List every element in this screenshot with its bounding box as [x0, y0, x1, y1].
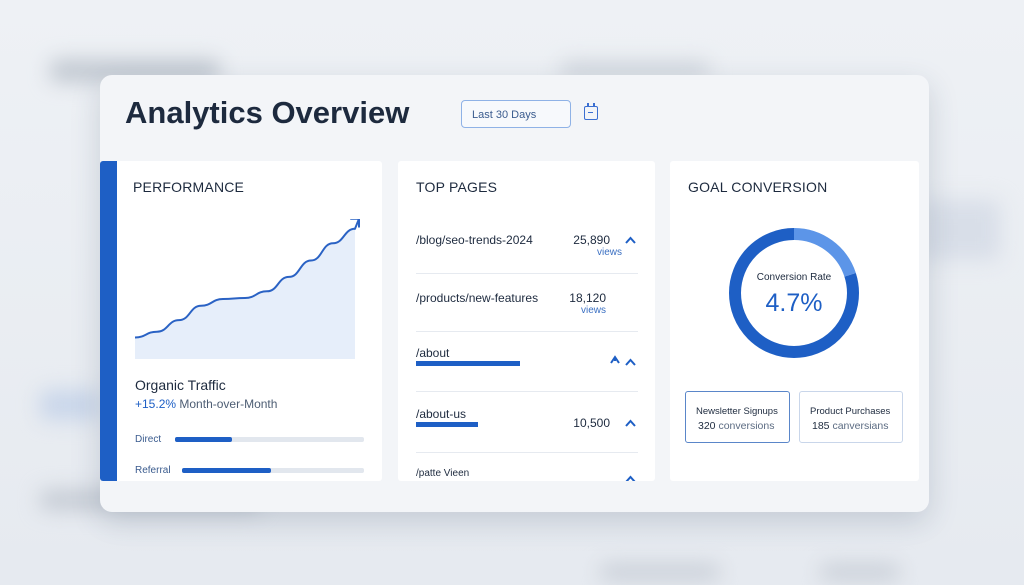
page-row[interactable]: /blog/seo-trends-2024 25,890 views — [416, 233, 638, 274]
row-divider — [416, 452, 638, 453]
stat-label: Product Purchases — [810, 406, 891, 417]
growth-label: Month-over-Month — [179, 397, 278, 411]
views-label: views — [596, 247, 622, 258]
conversion-rate-label: Conversion Rate — [756, 272, 832, 283]
source-label-referral: Referral — [135, 465, 171, 476]
card-accent-bar — [100, 161, 117, 481]
blurred-shape — [820, 565, 900, 579]
chevron-up-icon — [625, 419, 636, 427]
page-views: 10,500 — [573, 416, 610, 430]
calendar-icon[interactable] — [584, 103, 598, 120]
page-path[interactable]: /blog/seo-trends-2024 — [416, 233, 533, 247]
page-path[interactable]: /products/new-features — [416, 291, 539, 305]
conversion-donut-chart — [729, 228, 859, 358]
page-path[interactable]: /patte Vieen — [416, 468, 470, 479]
row-divider — [416, 391, 638, 392]
blurred-shape — [600, 565, 720, 579]
stat-product-purchases[interactable]: Product Purchases 185 canversians — [799, 391, 903, 443]
page-views-bar — [416, 361, 521, 366]
trend-line — [134, 227, 356, 339]
stat-newsletter-signups[interactable]: Newsletter Signups 320 conversions — [685, 391, 790, 443]
stat-label: Newsletter Signups — [696, 406, 778, 417]
page-row[interactable]: /about-us 10,500 — [416, 407, 638, 453]
top-pages-heading: TOP PAGES — [416, 179, 498, 195]
trend-area — [135, 228, 355, 359]
page-path[interactable]: /about-us — [416, 407, 467, 421]
donut-secondary-arc — [729, 228, 859, 358]
source-fill-direct — [175, 437, 232, 442]
trend-arrow-icon — [350, 219, 360, 230]
stat-value: 320 conversions — [698, 420, 774, 432]
source-track-direct — [175, 437, 364, 442]
goal-conversion-card: GOAL CONVERSION Conversion Rate 4.7% New… — [670, 161, 919, 481]
date-range-select[interactable]: Last 30 Days — [461, 100, 571, 128]
page-views: 18,120 — [569, 291, 606, 305]
blurred-shape — [40, 390, 100, 420]
views-label: views — [580, 305, 606, 316]
page-views: 25,890 — [573, 233, 610, 247]
chevron-up-icon — [625, 475, 636, 481]
metric-title: Organic Traffic — [135, 377, 226, 393]
traffic-trend-chart — [134, 219, 360, 359]
conversion-rate-value: 4.7% — [765, 289, 823, 317]
top-pages-card: TOP PAGES /blog/seo-trends-2024 25,890 v… — [398, 161, 655, 481]
page-row[interactable]: /about — [416, 346, 638, 392]
page-path[interactable]: /about — [416, 346, 450, 360]
growth-value: +15.2% — [135, 397, 177, 411]
row-divider — [416, 273, 638, 274]
analytics-panel: Analytics Overview Last 30 Days PERFORMA… — [100, 75, 929, 512]
performance-card: PERFORMANCE Organic Traffic +15.2% Month… — [100, 161, 382, 481]
source-label-direct: Direct — [135, 434, 162, 445]
growth-stat: +15.2% Month-over-Month — [135, 397, 277, 411]
trend-arrow-icon — [610, 355, 620, 364]
row-divider — [416, 331, 638, 332]
stat-value: 185 canversians — [812, 420, 888, 432]
page-views-bar — [416, 422, 479, 427]
chevron-up-icon — [625, 236, 636, 244]
performance-heading: PERFORMANCE — [133, 179, 245, 195]
page-row[interactable]: /patte Vieen — [416, 468, 638, 481]
goal-heading: GOAL CONVERSION — [688, 179, 828, 195]
stat-unit: canversians — [832, 420, 889, 432]
stat-unit: conversions — [718, 420, 775, 432]
source-fill-referral — [182, 468, 272, 473]
blurred-shape — [920, 200, 1000, 260]
chevron-up-icon — [625, 358, 636, 366]
stat-count: 320 — [698, 420, 716, 432]
stat-count: 185 — [812, 420, 830, 432]
page-row[interactable]: /products/new-features 18,120 views — [416, 291, 638, 332]
page-title: Analytics Overview — [125, 95, 410, 130]
source-track-referral — [182, 468, 364, 473]
blurred-shape — [560, 62, 710, 78]
